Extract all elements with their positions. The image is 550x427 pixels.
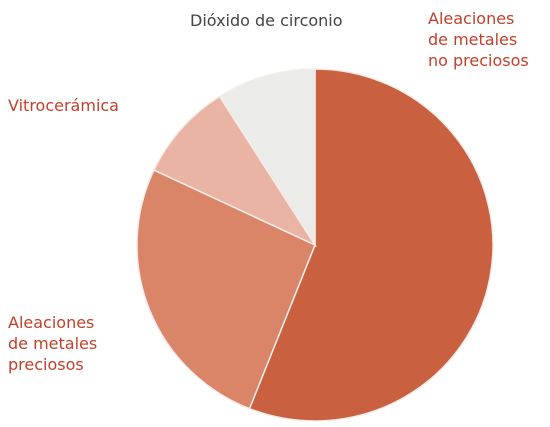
pie-slice [152,95,318,247]
slice-label: Dióxido de circonio [190,11,343,30]
pie-slice [136,169,316,410]
slice-label: Aleaciones de metales preciosos [8,313,98,374]
slice-label: Vitrocerámica [8,96,119,115]
pie-slice [248,68,494,422]
slice-label: Aleaciones de metales no preciosos [428,9,529,70]
pie-slice [218,68,316,248]
